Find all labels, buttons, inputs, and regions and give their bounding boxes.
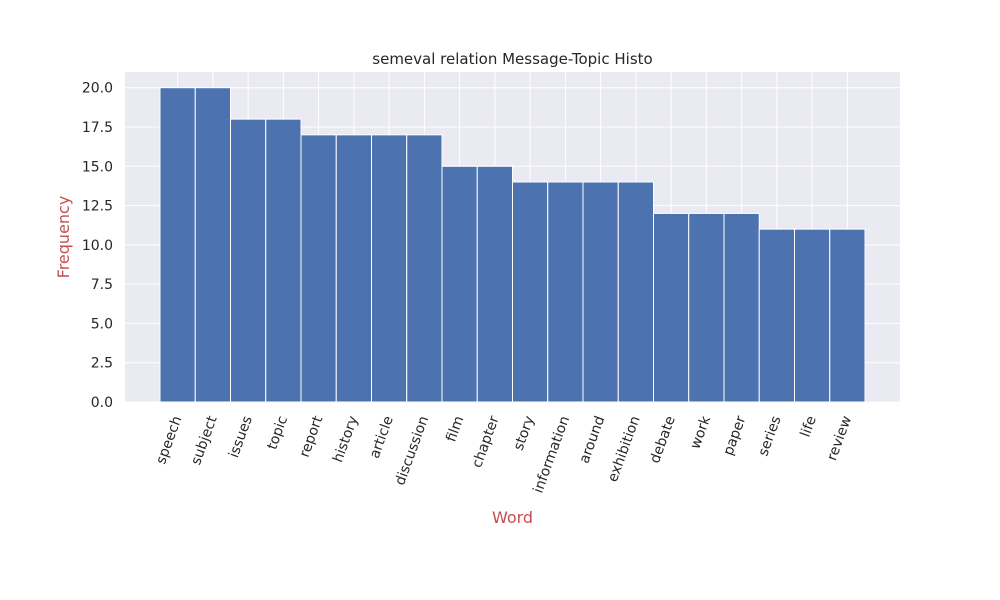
bar-paper — [723, 212, 760, 403]
bars — [159, 87, 866, 403]
bar-debate — [653, 212, 690, 403]
chart-title: semeval relation Message-Topic Histo — [372, 50, 652, 68]
bar-story — [512, 181, 549, 403]
y-tick-label: 0.0 — [91, 395, 113, 411]
y-tick-labels: 0.0 2.5 5.0 7.5 10.0 12.5 15.0 17.5 20.0 — [82, 81, 113, 411]
bar-discussion — [406, 134, 443, 403]
y-tick-label: 12.5 — [82, 199, 113, 215]
bar-topic — [265, 118, 302, 403]
y-axis-label: Frequency — [54, 196, 73, 279]
bar-history — [335, 134, 372, 403]
bar-report — [300, 134, 337, 403]
bar-information — [547, 181, 584, 403]
x-tick-label: life — [798, 414, 820, 440]
y-tick-label: 17.5 — [82, 120, 113, 136]
y-tick-label: 5.0 — [91, 316, 113, 332]
y-tick-label: 7.5 — [91, 277, 113, 293]
bar-life — [794, 228, 831, 403]
bar-article — [371, 134, 408, 403]
bar-exhibition — [617, 181, 654, 403]
bar-subject — [194, 87, 231, 403]
bar-around — [582, 181, 619, 403]
bar-speech — [159, 87, 196, 403]
y-tick-label: 10.0 — [82, 238, 113, 254]
bar-chapter — [476, 165, 513, 403]
y-tick-label: 15.0 — [82, 159, 113, 175]
bar-series — [758, 228, 795, 403]
bar-review — [829, 228, 866, 403]
y-tick-label: 2.5 — [91, 356, 113, 372]
x-axis-label: Word — [492, 508, 533, 527]
bar-work — [688, 212, 725, 403]
y-tick-label: 20.0 — [82, 81, 113, 97]
bar-issues — [230, 118, 267, 403]
bar-film — [441, 165, 478, 403]
